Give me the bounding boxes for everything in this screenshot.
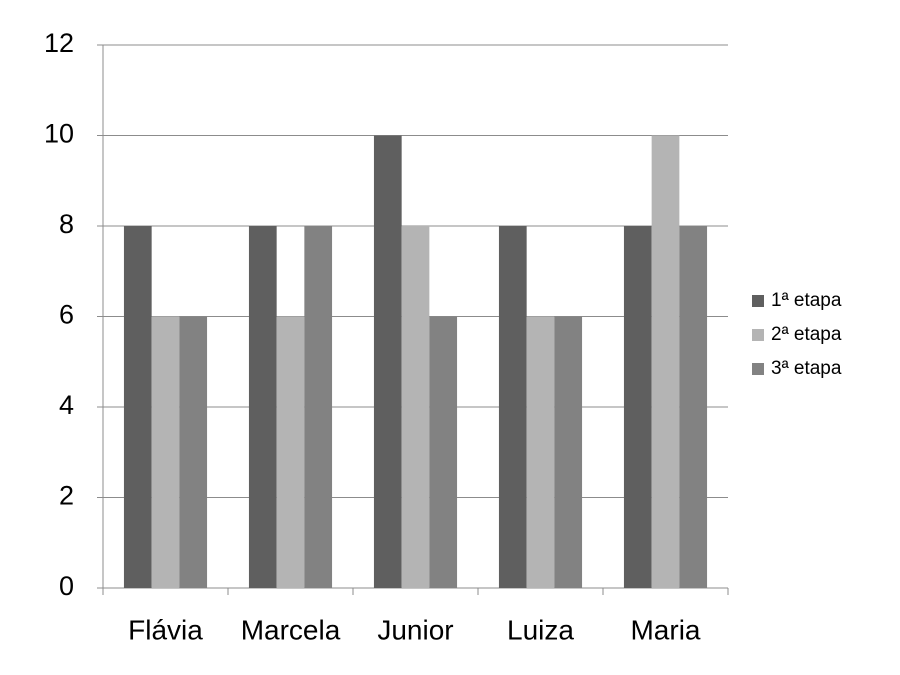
legend-swatch (752, 295, 764, 307)
bar (401, 226, 430, 588)
legend-label: 1ª etapa (771, 290, 842, 311)
x-tick-label: Maria (630, 614, 700, 645)
x-tick-label: Flávia (128, 614, 203, 645)
bar (679, 226, 708, 588)
y-tick-label: 0 (59, 571, 74, 601)
y-tick-label: 8 (59, 209, 74, 239)
bar (179, 316, 208, 588)
bar (554, 316, 583, 588)
bar (276, 316, 305, 588)
y-tick-label: 10 (44, 119, 74, 149)
y-tick-label: 12 (44, 28, 74, 58)
x-tick-label: Marcela (241, 614, 341, 645)
bar (526, 316, 555, 588)
x-tick-label: Luiza (507, 614, 574, 645)
legend-label: 3ª etapa (771, 358, 842, 379)
bar (248, 226, 277, 588)
bar (151, 316, 180, 588)
legend-label: 2ª etapa (771, 324, 842, 345)
bar (304, 226, 333, 588)
y-tick-label: 6 (59, 300, 74, 330)
bar (373, 135, 402, 588)
bar (498, 226, 527, 588)
legend-swatch (752, 329, 764, 341)
x-tick-label: Junior (377, 614, 453, 645)
bar (651, 135, 680, 588)
bar (123, 226, 152, 588)
legend-swatch (752, 363, 764, 375)
y-tick-label: 2 (59, 481, 74, 511)
bar (429, 316, 458, 588)
y-tick-label: 4 (59, 390, 74, 420)
bar (623, 226, 652, 588)
